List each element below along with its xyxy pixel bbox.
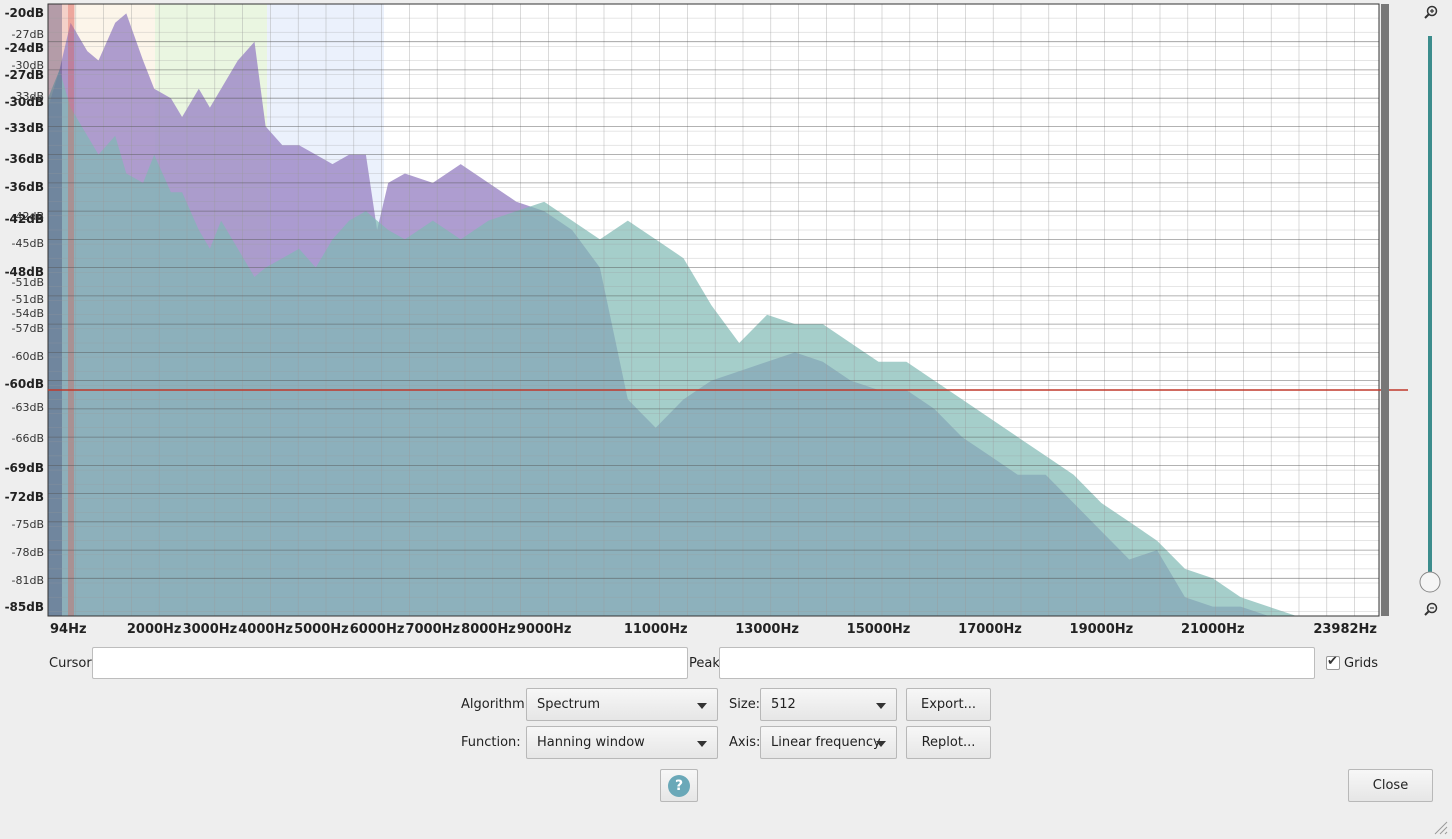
x-axis-label: 6000Hz xyxy=(350,622,405,637)
y-axis-label: -30dB xyxy=(5,95,44,109)
x-axis-label: 8000Hz xyxy=(461,622,516,637)
x-axis-label: 15000Hz xyxy=(847,622,911,637)
x-axis-label: 13000Hz xyxy=(735,622,799,637)
y-axis-label: -24dB xyxy=(5,41,44,55)
y-axis-label: -48dB xyxy=(5,265,44,279)
algorithm-label: Algorithm: xyxy=(461,697,530,712)
y-axis-label: -33dB xyxy=(5,121,44,135)
cursor-field[interactable] xyxy=(92,647,688,679)
chevron-down-icon xyxy=(876,741,886,747)
x-axis-label: 94Hz xyxy=(50,622,87,637)
y-axis-label-minor: -81dB xyxy=(12,574,45,587)
function-select[interactable]: Hanning window xyxy=(526,726,718,759)
x-axis-label: 23982Hz xyxy=(1313,622,1377,637)
x-axis-label: 3000Hz xyxy=(183,622,238,637)
cursor-label: Cursor: xyxy=(49,656,96,671)
y-axis-label-minor: -27dB xyxy=(12,28,45,41)
vertical-scrollbar xyxy=(1381,4,1389,616)
zoom-out-icon[interactable] xyxy=(1424,602,1438,616)
y-axis-labels: -20dB-24dB-27dB-30dB-33dB-36dB-36dB-42dB… xyxy=(5,6,44,614)
help-button[interactable]: ? xyxy=(660,769,698,802)
y-axis-label: -36dB xyxy=(5,152,44,166)
chevron-down-icon xyxy=(697,703,707,709)
replot-button[interactable]: Replot... xyxy=(906,726,991,759)
resize-grip-icon[interactable] xyxy=(1434,821,1448,835)
algorithm-select[interactable]: Spectrum xyxy=(526,688,718,721)
x-axis-label: 2000Hz xyxy=(127,622,182,637)
x-axis-label: 17000Hz xyxy=(958,622,1022,637)
plot-frame xyxy=(47,3,1380,617)
x-axis-label: 4000Hz xyxy=(238,622,293,637)
size-label: Size: xyxy=(729,697,761,712)
y-axis-label-minor: -63dB xyxy=(12,401,45,414)
plot-extras xyxy=(48,4,1441,616)
y-axis-label: -60dB xyxy=(5,377,44,391)
spectrum-plot[interactable]: -20dB-24dB-27dB-30dB-33dB-36dB-36dB-42dB… xyxy=(0,0,1452,640)
peak-label: Peak: xyxy=(689,656,725,671)
grids-checkbox[interactable] xyxy=(1326,654,1340,670)
plot-grid xyxy=(47,3,1380,617)
algorithm-value: Spectrum xyxy=(537,697,600,712)
y-axis-label: -42dB xyxy=(5,212,44,226)
axis-label: Axis: xyxy=(729,735,761,750)
y-axis-label-minor: -75dB xyxy=(12,518,45,531)
y-axis-label-minor: -60dB xyxy=(12,350,45,363)
y-axis-label: -27dB xyxy=(5,68,44,82)
x-axis-label: 21000Hz xyxy=(1181,622,1245,637)
y-axis-label-minor: -78dB xyxy=(12,546,45,559)
marker-band xyxy=(68,4,74,616)
chevron-down-icon xyxy=(697,741,707,747)
x-axis-labels: 94Hz 2000Hz 3000Hz 4000Hz 5000Hz 6000Hz 7000Hz… xyxy=(50,622,1377,637)
y-axis-label: -69dB xyxy=(5,461,44,475)
axis-value: Linear frequency xyxy=(771,735,881,750)
y-axis-label-minor: -45dB xyxy=(12,237,45,250)
close-button[interactable]: Close xyxy=(1348,769,1433,802)
x-axis-label: 19000Hz xyxy=(1070,622,1134,637)
function-label: Function: xyxy=(461,735,521,750)
y-axis-label-minor: -51dB xyxy=(12,276,45,289)
y-axis-label-minor: -51dB xyxy=(12,293,45,306)
peak-field[interactable] xyxy=(719,647,1315,679)
chevron-down-icon xyxy=(876,703,886,709)
y-axis-label-minor: -57dB xyxy=(12,322,45,335)
zoom-in-icon[interactable] xyxy=(1424,5,1438,19)
axis-select[interactable]: Linear frequency xyxy=(760,726,897,759)
x-axis-label: 7000Hz xyxy=(405,622,460,637)
low-frequency-shade xyxy=(48,4,62,616)
x-axis-label: 11000Hz xyxy=(624,622,688,637)
help-icon: ? xyxy=(668,775,690,797)
y-axis-label: -20dB xyxy=(5,6,44,20)
export-button[interactable]: Export... xyxy=(906,688,991,721)
y-axis-label-minor: -42dB xyxy=(12,210,45,223)
size-value: 512 xyxy=(771,697,796,712)
y-axis-label: -85dB xyxy=(5,600,44,614)
x-axis-label: 9000Hz xyxy=(517,622,572,637)
size-select[interactable]: 512 xyxy=(760,688,897,721)
zoom-slider-track xyxy=(1428,36,1432,582)
y-axis-label-minor: -33dB xyxy=(12,90,45,103)
grids-label: Grids xyxy=(1344,656,1379,671)
x-axis-label: 5000Hz xyxy=(294,622,349,637)
zoom-slider-knob[interactable] xyxy=(1419,571,1441,593)
y-axis-label-minor: -54dB xyxy=(12,307,45,320)
y-axis-label: -36dB xyxy=(5,180,44,194)
y-axis-label-minor: -66dB xyxy=(12,432,45,445)
y-axis-label: -72dB xyxy=(5,490,44,504)
y-axis-label-minor: -30dB xyxy=(12,59,45,72)
function-value: Hanning window xyxy=(537,735,645,750)
